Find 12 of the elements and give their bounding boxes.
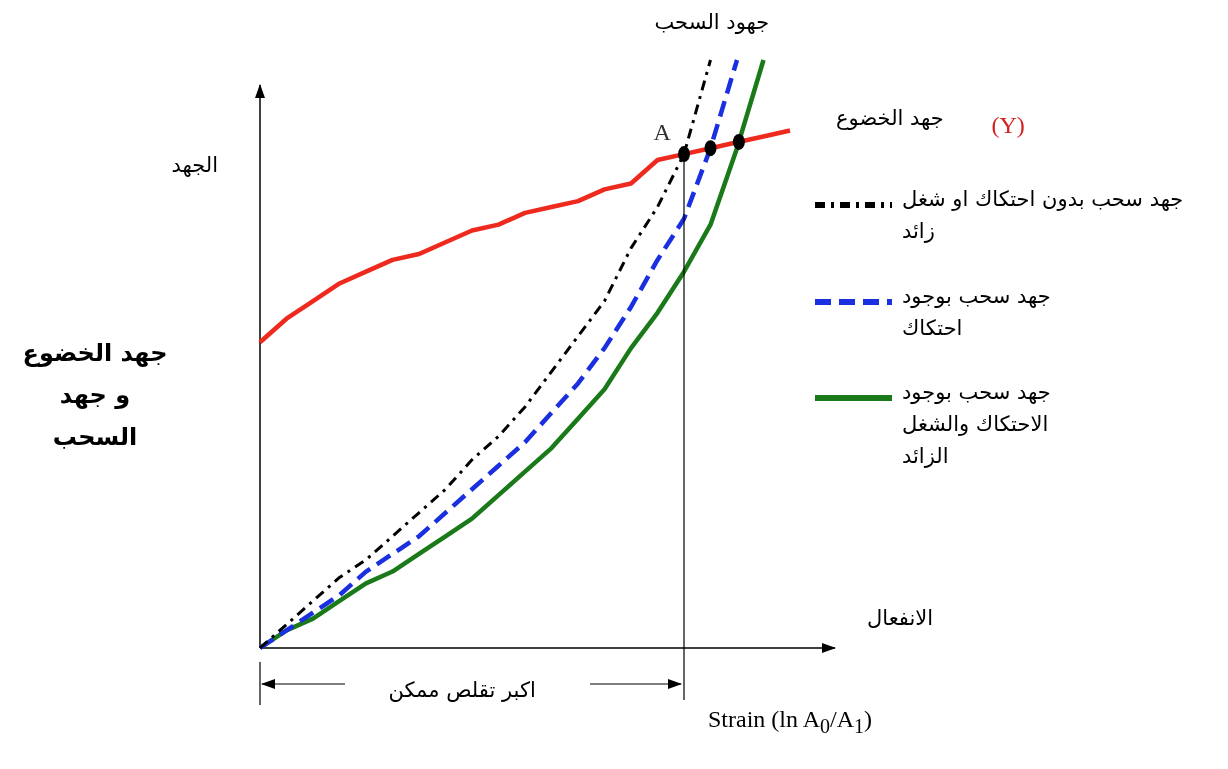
legend-label: جهد سحب بوجود الاحتكاك والشغل الزائد [902, 379, 1052, 470]
text: جهود السحب [654, 9, 770, 36]
y-axis-title: جهد الخضوع و جهد السحب [21, 338, 169, 453]
text: اكبر تقلص ممكن [388, 677, 536, 704]
annotation: A [653, 118, 671, 147]
text: الجهد [171, 152, 218, 179]
text: (Y) [991, 111, 1025, 140]
x-axis-title: الانفعال [867, 605, 934, 632]
legend-label: جهد سحب بوجود احتكاك [902, 283, 1052, 342]
text: Strain (ln A$_{0}$/A$_{1}$) [708, 704, 872, 739]
legend-label: جهد سحب بدون احتكاك او شغل زائد [902, 186, 1185, 245]
text: جهد الخضوع [836, 105, 944, 132]
